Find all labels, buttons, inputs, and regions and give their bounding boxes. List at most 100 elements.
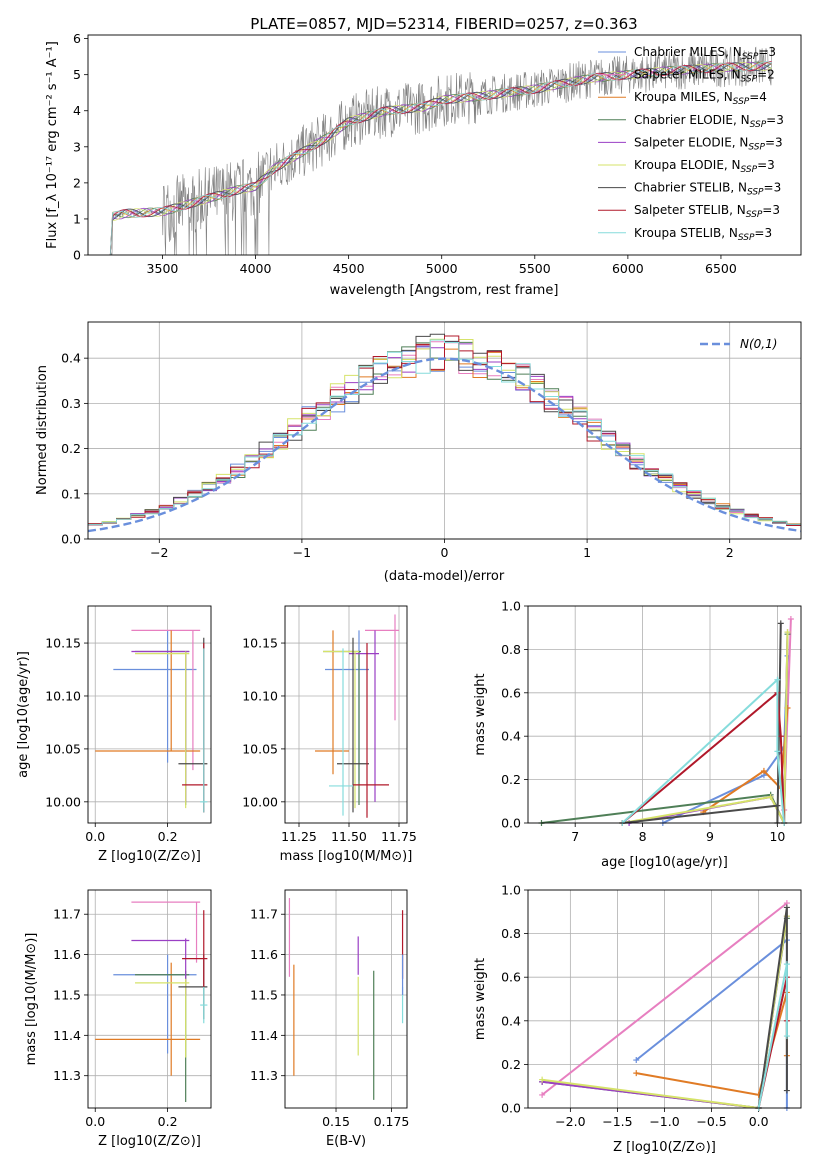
legend-sub: SSP	[741, 75, 758, 85]
x-axis-label: Z [log10(Z/Z⊙)]	[98, 849, 201, 864]
legend-lib: Kroupa ELODIE	[634, 158, 724, 172]
x-axis-label: E(B-V)	[326, 1134, 366, 1149]
legend-sub: SSP	[742, 52, 759, 62]
y-tick-label: 11.4	[250, 1028, 278, 1043]
legend-n: 3	[776, 113, 784, 127]
y-tick-label: 3	[73, 139, 81, 154]
spectrum-plot	[109, 46, 773, 255]
legend-n: 4	[759, 90, 767, 104]
panel-3	[281, 606, 407, 827]
y-tick-label: 0.4	[501, 1013, 521, 1028]
model-fit-k_elodie	[109, 61, 772, 255]
weight-point-c_stelib	[777, 620, 784, 627]
y-tick-label: 1	[73, 211, 81, 226]
weight-line-c_stelib	[622, 623, 782, 824]
legend-n: 3	[764, 226, 772, 240]
legend-n: 3	[775, 135, 783, 149]
legend-nssp: , N	[732, 135, 749, 149]
x-tick-label: 1	[583, 545, 591, 560]
legend-eq: =	[757, 158, 767, 172]
legend-sub: SSP	[741, 165, 758, 175]
legend-sub: SSP	[750, 120, 767, 130]
panel-1	[84, 322, 801, 543]
y-tick-label: 10.00	[242, 794, 278, 809]
y-tick-label: 11.5	[250, 987, 278, 1002]
axes-frame	[284, 605, 408, 824]
y-tick-label: 11.4	[53, 1028, 81, 1043]
y-tick-label: 0.0	[61, 532, 81, 547]
x-tick-label: −2.0	[555, 1114, 585, 1129]
model-fit-c_elodie	[109, 61, 772, 255]
y-tick-label: 0.2	[501, 772, 521, 787]
legend-n: 3	[772, 203, 780, 217]
legend-lib: Kroupa STELIB	[634, 226, 721, 240]
y-tick-label: 10.00	[45, 794, 81, 809]
weight-point-c_stelib	[783, 1087, 790, 1094]
x-tick-label: 0.2	[158, 1114, 178, 1129]
axes-frame	[284, 889, 408, 1109]
y-tick-label: 0.2	[501, 1057, 521, 1072]
panel-0	[84, 38, 722, 259]
weight-point-c_stelib	[783, 904, 790, 911]
model-fit-k_stelib	[109, 61, 772, 255]
y-axis-label: Flux [f_λ 10⁻¹⁷ erg cm⁻² s⁻¹ A⁻¹]	[45, 41, 60, 249]
legend-lib: Chabrier MILES	[634, 45, 725, 59]
y-tick-label: 5	[73, 67, 81, 82]
legend-lib: Salpeter ELODIE	[634, 135, 732, 149]
x-tick-label: 0.0	[85, 829, 105, 844]
weight-line-k_elodie	[622, 631, 789, 824]
panel-4	[524, 605, 801, 827]
legend-label-s_miles: Salpeter MILES, NSSP=2	[634, 68, 775, 85]
weight-point-k_stelib	[774, 676, 781, 683]
x-tick-label: 2	[726, 545, 734, 560]
panel-5	[84, 890, 211, 1112]
legend-n: 2	[767, 68, 775, 82]
legend-n: 3	[767, 158, 775, 172]
x-tick-label: 0.175	[374, 1114, 410, 1129]
axes-frame	[87, 34, 802, 256]
legend-nssp: , N	[733, 113, 750, 127]
x-tick-label: 0.0	[749, 1114, 769, 1129]
legend-eq: =	[765, 135, 775, 149]
legend-lib: Kroupa MILES	[634, 90, 716, 104]
legend-nssp: , N	[724, 68, 741, 82]
legend-sub: SSP	[746, 210, 763, 220]
legend-nssp: , N	[724, 158, 741, 172]
x-tick-label: −1.0	[649, 1114, 679, 1129]
x-tick-label: 4000	[240, 261, 272, 276]
y-tick-label: 0.0	[501, 1101, 521, 1116]
x-tick-label: 3500	[147, 261, 179, 276]
y-tick-label: 0.4	[61, 351, 81, 366]
legend-eq: =	[758, 45, 768, 59]
x-tick-label: −1.5	[602, 1114, 632, 1129]
histogram-plot	[88, 333, 801, 533]
y-tick-label: 11.3	[250, 1068, 278, 1083]
axes-frame	[527, 605, 802, 824]
x-tick-label: −1	[293, 545, 311, 560]
legend-sub: SSP	[747, 188, 764, 198]
legend-sub: SSP	[738, 233, 755, 243]
y-tick-label: 0.3	[61, 396, 81, 411]
axes-frame	[87, 889, 212, 1109]
weight-line-k_stelib	[757, 963, 788, 1109]
weight-point-s_stelib	[777, 733, 784, 740]
hist-k_stelib	[88, 339, 801, 528]
x-tick-label: 11.75	[381, 829, 417, 844]
y-axis-label: mass weight	[473, 673, 488, 755]
y-tick-label: 10.10	[45, 688, 81, 703]
legend-label-c_stelib: Chabrier STELIB, NSSP=3	[634, 181, 781, 198]
axes-frame	[87, 321, 802, 540]
y-tick-label: 11.6	[250, 947, 278, 962]
x-tick-label: 0.2	[158, 829, 178, 844]
x-tick-label: 6500	[705, 261, 737, 276]
legend-nssp: , N	[721, 226, 738, 240]
legend-nssp: , N	[716, 90, 733, 104]
legend-eq: =	[757, 68, 767, 82]
weight-point-c_miles	[633, 1057, 640, 1064]
x-tick-label: 10	[769, 829, 785, 844]
y-axis-label: mass [log10(M/M⊙)]	[24, 933, 39, 1066]
weight-point-s_miles	[787, 616, 794, 623]
legend-eq: =	[764, 181, 774, 195]
x-tick-label: 7	[571, 829, 579, 844]
